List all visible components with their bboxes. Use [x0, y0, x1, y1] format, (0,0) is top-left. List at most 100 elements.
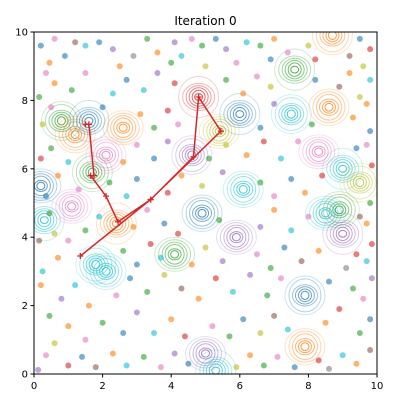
scatter-point	[37, 282, 44, 289]
scatter-point	[65, 158, 72, 165]
contour-ring	[325, 32, 340, 43]
y-tick-label: 2	[22, 301, 28, 312]
scatter-point	[46, 210, 53, 217]
scatter-point	[123, 362, 130, 369]
contour-ring	[332, 224, 353, 244]
scatter-point	[72, 39, 79, 46]
contour-ring	[278, 102, 305, 126]
scatter-point	[253, 251, 260, 258]
x-tick-label: 8	[305, 381, 311, 392]
scatter-point	[368, 162, 375, 169]
scatter-point	[346, 70, 353, 77]
contour-ring	[85, 252, 127, 291]
contour-ring	[195, 206, 210, 220]
scatter-point	[336, 83, 343, 90]
contour-ring	[101, 150, 111, 160]
scatter-point	[123, 76, 130, 83]
contour-ring	[229, 231, 244, 244]
contour-ring	[291, 284, 318, 307]
scatter-point	[51, 340, 58, 347]
contour-ring	[284, 59, 305, 80]
contour-cluster	[54, 115, 96, 154]
scatter-point	[72, 282, 79, 289]
contour-ring	[82, 253, 109, 276]
scatter-point	[288, 227, 295, 234]
contour-ring	[189, 338, 222, 369]
contour-ring	[34, 168, 62, 204]
scatter-point	[229, 288, 236, 295]
scatter-point	[281, 244, 288, 251]
scatter-point	[240, 316, 247, 323]
contour-ring	[85, 255, 106, 274]
contour-ring	[34, 173, 54, 199]
scatter-point	[253, 73, 260, 80]
contour-ring	[34, 170, 58, 201]
contour-ring	[188, 87, 209, 107]
scatter-point	[82, 70, 89, 77]
contour-ring	[37, 212, 52, 228]
contour-ring	[171, 135, 213, 176]
contour-ring	[101, 267, 111, 276]
contour-ring	[110, 115, 137, 141]
contour-ring	[300, 342, 310, 352]
x-tick-label: 0	[31, 381, 37, 392]
scatter-point	[247, 271, 254, 278]
contour-cluster	[102, 110, 144, 146]
contour-ring	[106, 213, 127, 234]
y-tick-label: 8	[22, 96, 28, 107]
scatter-point	[133, 141, 140, 148]
scatter-point	[356, 35, 363, 42]
contour-ring	[302, 136, 336, 167]
contour-ring	[99, 264, 114, 278]
scatter-point	[133, 176, 140, 183]
contour-ring	[233, 180, 254, 198]
scatter-point	[130, 223, 137, 230]
contour-ring	[178, 75, 220, 119]
contour-ring	[39, 216, 49, 225]
scatter-point	[82, 227, 89, 234]
path-marker	[195, 93, 202, 100]
scatter-point	[284, 326, 291, 333]
scatter-point	[367, 200, 374, 206]
scatter-point	[106, 179, 113, 186]
contour-ring	[288, 330, 322, 363]
path-marker	[77, 253, 84, 260]
contour-cluster	[270, 94, 312, 134]
scatter-point	[243, 152, 250, 159]
scatter-point	[48, 104, 55, 111]
contour-ring	[284, 107, 299, 121]
scatter-point	[274, 353, 281, 360]
contour-cluster	[308, 88, 350, 126]
contour-ring	[284, 275, 326, 316]
path-marker	[103, 193, 110, 200]
scatter-point	[325, 365, 332, 372]
scatter-point	[92, 364, 99, 371]
scatter-point	[343, 264, 350, 271]
contour-cluster	[219, 92, 261, 136]
scatter-point	[295, 138, 302, 145]
scatter-point	[144, 35, 151, 42]
contour-ring	[343, 165, 377, 200]
contour-ring	[88, 257, 103, 272]
contour-ring	[96, 146, 117, 164]
scatter-point	[65, 323, 72, 330]
contour-ring	[315, 202, 336, 224]
scatter-point	[199, 42, 206, 49]
scatter-point	[367, 347, 374, 354]
scatter-point	[264, 292, 271, 299]
path-marker	[87, 172, 94, 179]
scatter-point	[363, 100, 370, 107]
contour-ring	[332, 159, 353, 179]
y-tick-label: 4	[22, 233, 28, 244]
scatter-point	[55, 172, 62, 179]
contour-ring	[51, 188, 93, 224]
scatter-point	[212, 35, 219, 42]
contour-ring	[338, 164, 348, 173]
scatter-point	[109, 46, 116, 53]
contour-ring	[321, 100, 336, 114]
chart-title: Iteration 0	[174, 14, 236, 28]
contour-ring	[322, 32, 343, 45]
contour-ring	[294, 338, 315, 356]
scatter-point	[305, 42, 312, 49]
